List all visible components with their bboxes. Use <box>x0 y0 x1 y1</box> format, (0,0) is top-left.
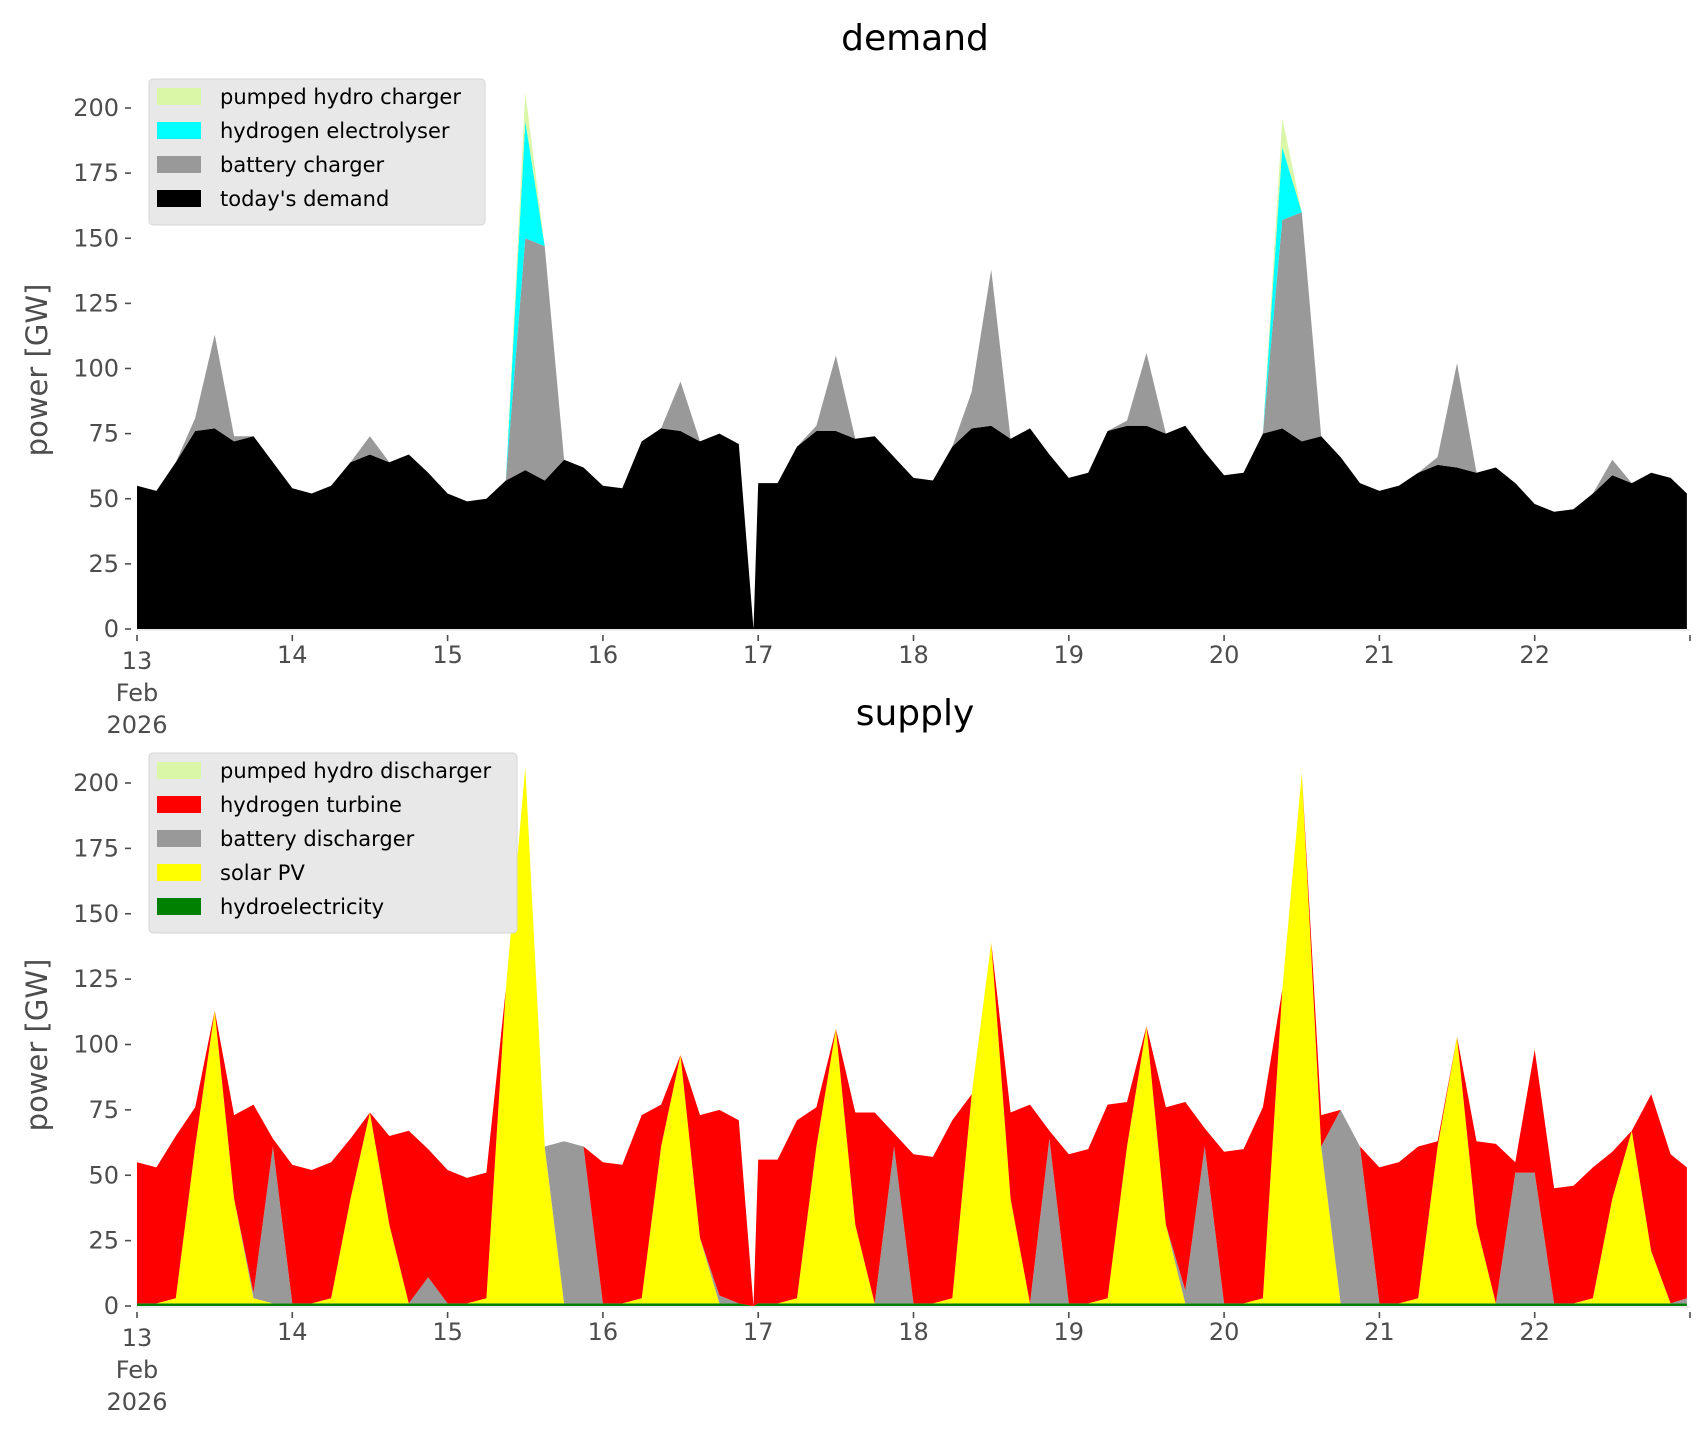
legend-swatch <box>157 762 201 779</box>
area-today-s-demand <box>137 425 1687 629</box>
x-tick-sublabel: 2026 <box>106 1388 167 1416</box>
x-tick-label: 15 <box>432 641 463 669</box>
axes: 0 25 50 75 100 125 150 175 200 13 14 15 16 17 18 19 20 21… <box>73 769 1691 1416</box>
y-tick-label: 100 <box>73 355 119 383</box>
demand-panel: demand 0 25 50 75 100 125 150 175 200 13 14 15 16 17 1… <box>20 18 1691 739</box>
area-battery-charger <box>137 212 1687 629</box>
x-tick-label: 18 <box>898 641 929 669</box>
x-tick-label: 19 <box>1054 1318 1085 1346</box>
y-tick-label: 0 <box>104 615 119 643</box>
axes: 0 25 50 75 100 125 150 175 200 13 14 15 16 17 18 19 20 21… <box>73 94 1691 739</box>
legend-box <box>148 78 486 226</box>
legend-label: battery discharger <box>220 827 415 851</box>
x-tick-label: 16 <box>588 641 619 669</box>
x-tick-label: 16 <box>588 1318 619 1346</box>
legend-label: hydrogen electrolyser <box>220 119 450 143</box>
y-axis-label: power [GW] <box>20 959 54 1132</box>
x-tick-label: 22 <box>1519 1318 1550 1346</box>
chart-title: demand <box>841 18 989 59</box>
y-tick-label: 150 <box>73 900 119 928</box>
legend-swatch <box>157 122 201 139</box>
y-tick-label: 25 <box>88 550 119 578</box>
x-tick-label: 17 <box>743 1318 774 1346</box>
x-tick-label: 21 <box>1364 1318 1395 1346</box>
y-tick-label: 150 <box>73 224 119 252</box>
supply-panel: supply 0 25 50 75 100 125 150 175 200 13 14 15 16 17 1… <box>20 693 1691 1416</box>
legend: pumped hydro discharger hydrogen turbine b… <box>148 752 518 934</box>
x-tick-label: 19 <box>1054 641 1085 669</box>
legend: pumped hydro charger hydrogen electrolyse… <box>148 78 486 226</box>
legend-swatch <box>157 864 201 881</box>
y-axis-label: power [GW] <box>20 284 54 457</box>
y-tick-label: 200 <box>73 94 119 122</box>
area-hydrogen-turbine <box>137 767 1687 1306</box>
area-hydrogen-electrolyser <box>137 121 1687 629</box>
x-tick-sublabel: Feb <box>116 679 159 707</box>
legend-label: battery charger <box>220 153 385 177</box>
y-tick-label: 125 <box>73 289 119 317</box>
x-tick-label: 14 <box>277 1318 308 1346</box>
legend-label: solar PV <box>220 861 305 885</box>
legend-swatch <box>157 796 201 813</box>
legend-label: hydrogen turbine <box>220 793 402 817</box>
x-tick-label: 15 <box>432 1318 463 1346</box>
x-tick-sublabel: Feb <box>116 1356 159 1384</box>
x-tick-label: 13 <box>122 647 153 675</box>
legend-label: pumped hydro charger <box>220 85 461 109</box>
x-tick-label: 17 <box>743 641 774 669</box>
y-tick-label: 100 <box>73 1031 119 1059</box>
y-tick-label: 0 <box>104 1292 119 1320</box>
x-tick-label: 22 <box>1519 641 1550 669</box>
x-tick-sublabel: 2026 <box>106 711 167 739</box>
y-tick-label: 25 <box>88 1227 119 1255</box>
x-tick-label: 13 <box>122 1324 153 1352</box>
area-series-group <box>137 767 1687 1306</box>
legend-box <box>148 752 518 934</box>
area-solar-pv <box>137 767 1687 1306</box>
y-tick-label: 75 <box>88 1096 119 1124</box>
legend-label: hydroelectricity <box>220 895 384 919</box>
x-tick-label: 20 <box>1209 1318 1240 1346</box>
y-tick-label: 125 <box>73 965 119 993</box>
chart-title: supply <box>856 693 975 734</box>
x-tick-label: 21 <box>1364 641 1395 669</box>
x-tick-label: 18 <box>898 1318 929 1346</box>
area-battery-discharger <box>137 767 1687 1306</box>
y-tick-label: 175 <box>73 159 119 187</box>
y-tick-label: 50 <box>88 485 119 513</box>
legend-swatch <box>157 898 201 915</box>
area-hydroelectricity <box>137 1303 1687 1306</box>
legend-swatch <box>157 156 201 173</box>
legend-swatch <box>157 88 201 105</box>
y-tick-label: 50 <box>88 1161 119 1189</box>
legend-swatch <box>157 190 201 207</box>
x-tick-label: 14 <box>277 641 308 669</box>
y-tick-label: 175 <box>73 834 119 862</box>
area-series-group <box>137 92 1687 629</box>
x-tick-label: 20 <box>1209 641 1240 669</box>
legend-label: today's demand <box>220 187 389 211</box>
legend-label: pumped hydro discharger <box>220 759 491 783</box>
y-tick-label: 200 <box>73 769 119 797</box>
y-tick-label: 75 <box>88 420 119 448</box>
legend-swatch <box>157 830 201 847</box>
